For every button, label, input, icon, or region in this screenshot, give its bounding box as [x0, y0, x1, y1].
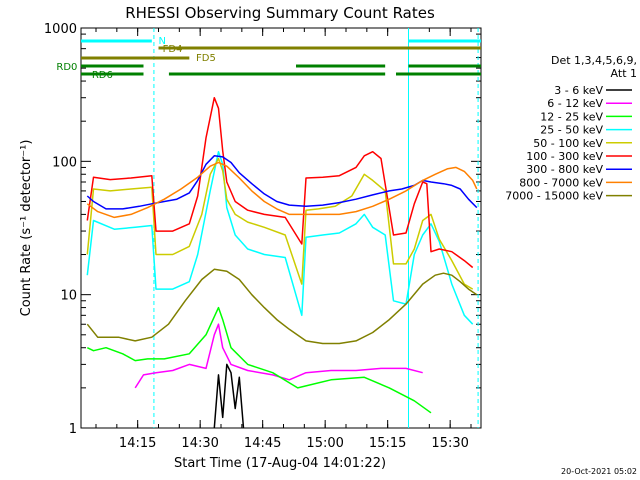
plot-frame: [80, 27, 482, 429]
x-axis: 14:15 14:30 14:45 15:00 15:15 15:30: [95, 28, 472, 451]
legend-entry-label: 3 - 6 keV: [554, 84, 603, 97]
legend-header-line-1: Det 1,3,4,5,6,9,: [551, 54, 637, 67]
series-line: [86, 96, 474, 269]
series-line: [86, 268, 478, 345]
y-axis: 1 10 100 1000: [44, 22, 481, 437]
footer-timestamp: 20-Oct-2021 05:02: [561, 467, 637, 476]
plot-area: [80, 27, 482, 429]
legend-entry-label: 100 - 300 keV: [526, 150, 603, 163]
attenuator-label: RD0: [56, 62, 77, 73]
y-tick-label: 1000: [44, 22, 77, 37]
y-tick-label: 10: [60, 289, 77, 304]
series-line: [86, 157, 474, 290]
attenuator-label: N: [159, 36, 166, 47]
series-line: [86, 306, 432, 414]
legend-header-line-2: Att 1: [611, 67, 637, 80]
series-line: [86, 150, 474, 325]
y-axis-label: Count Rate (s⁻¹ detector⁻¹): [19, 140, 34, 317]
legend-entry-label: 12 - 25 keV: [540, 110, 603, 123]
legend-entry-label: 25 - 50 keV: [540, 124, 603, 137]
attenuator-label: FD5: [196, 53, 216, 64]
x-tick-label: 14:30: [181, 436, 218, 451]
legend-entry-label: 50 - 100 keV: [533, 137, 603, 150]
x-tick-label: 15:00: [306, 436, 343, 451]
chart-title: RHESSI Observing Summary Count Rates: [125, 4, 435, 22]
legend-entry-label: 800 - 7000 keV: [519, 176, 603, 189]
legend-entry-label: 6 - 12 keV: [547, 97, 603, 110]
x-tick-label: 14:45: [244, 436, 281, 451]
legend-entry-label: 300 - 800 keV: [526, 163, 603, 176]
series-group: [86, 96, 478, 429]
x-tick-label: 15:30: [431, 436, 468, 451]
series-line: [134, 323, 423, 389]
x-tick-label: 15:15: [369, 436, 406, 451]
series-line: [86, 161, 478, 219]
x-axis-label: Start Time (17-Aug-04 14:01:22): [174, 456, 386, 471]
y-tick-label: 1: [69, 422, 77, 437]
legend-entry-label: 7000 - 15000 keV: [505, 190, 603, 203]
attenuator-label: FD4: [163, 44, 183, 55]
y-tick-label: 100: [52, 155, 77, 170]
series-line: [213, 363, 245, 429]
x-tick-label: 14:15: [119, 436, 156, 451]
attenuator-label: RD6: [92, 70, 113, 81]
